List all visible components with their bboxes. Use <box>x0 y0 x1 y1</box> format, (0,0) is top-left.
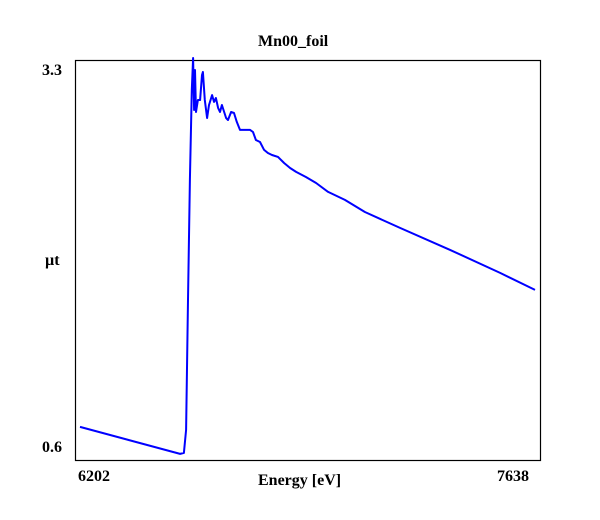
series-line-mn00-foil <box>79 57 536 455</box>
y-axis-label: µt <box>45 252 60 269</box>
x-axis-label: Energy [eV] <box>258 472 342 489</box>
y-tick-label: 3.3 <box>42 62 62 79</box>
chart-title: Mn00_foil <box>258 33 329 50</box>
plot-frame <box>74 59 542 462</box>
x-tick-label: 6202 <box>78 468 110 485</box>
x-tick-label: 7638 <box>497 468 529 485</box>
y-tick-label: 0.6 <box>42 439 62 456</box>
